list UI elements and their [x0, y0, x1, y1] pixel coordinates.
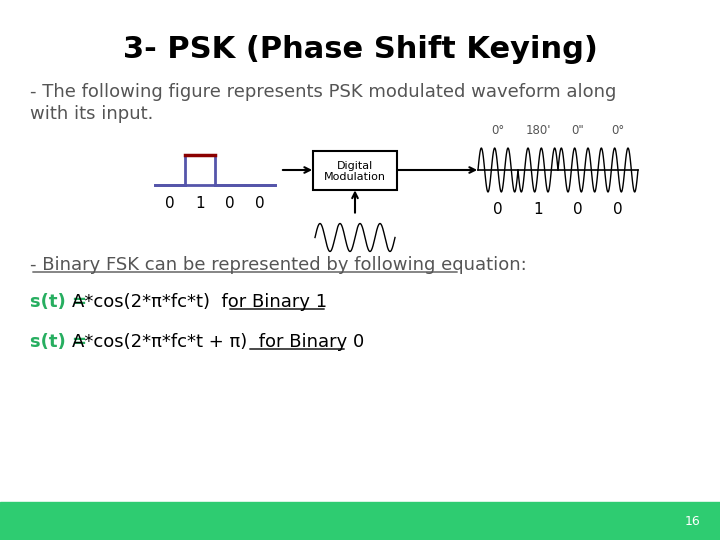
Text: 16: 16	[684, 515, 700, 528]
Text: 1: 1	[534, 202, 543, 218]
Text: A*cos(2*π*fc*t + π)  for Binary 0: A*cos(2*π*fc*t + π) for Binary 0	[72, 333, 364, 351]
Text: 0: 0	[613, 202, 623, 218]
Text: with its input.: with its input.	[30, 105, 153, 123]
Text: 3- PSK (Phase Shift Keying): 3- PSK (Phase Shift Keying)	[122, 36, 598, 64]
Text: 0: 0	[255, 195, 265, 211]
Text: 0°: 0°	[611, 124, 625, 137]
Text: 0°: 0°	[491, 124, 505, 137]
Text: 0: 0	[165, 195, 175, 211]
Text: 0: 0	[225, 195, 235, 211]
Text: - The following figure represents PSK modulated waveform along: - The following figure represents PSK mo…	[30, 83, 616, 101]
Text: Digital: Digital	[337, 161, 373, 171]
Text: Modulation: Modulation	[324, 172, 386, 182]
Text: 0": 0"	[572, 124, 585, 137]
Text: s(t) =: s(t) =	[30, 333, 94, 351]
Text: 0: 0	[573, 202, 582, 218]
Text: 1: 1	[195, 195, 204, 211]
Text: s(t) =: s(t) =	[30, 293, 94, 311]
FancyBboxPatch shape	[313, 151, 397, 190]
Text: 0: 0	[493, 202, 503, 218]
Bar	[0, 502, 720, 540]
Text: - Binary FSK can be represented by following equation:: - Binary FSK can be represented by follo…	[30, 256, 527, 274]
Text: A*cos(2*π*fc*t)  for Binary 1: A*cos(2*π*fc*t) for Binary 1	[72, 293, 327, 311]
Text: 180': 180'	[526, 124, 551, 137]
